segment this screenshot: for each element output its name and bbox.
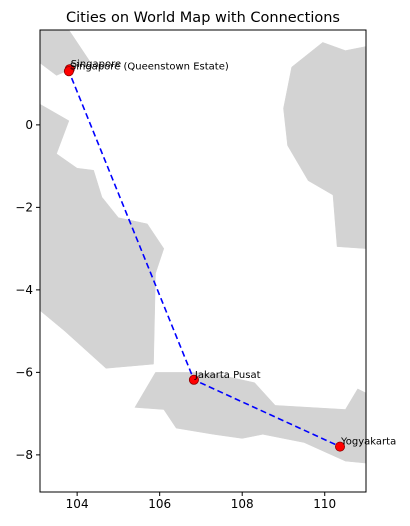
city-point-1 bbox=[63, 66, 74, 77]
y-tick-label-0: 0 bbox=[25, 118, 33, 132]
land-layer bbox=[40, 30, 366, 464]
x-tick-label-0: 104 bbox=[66, 497, 89, 511]
city-point-3 bbox=[335, 441, 346, 452]
x-tick-label-1: 106 bbox=[148, 497, 171, 511]
x-tick-label-2: 108 bbox=[231, 497, 254, 511]
land-polygon-1 bbox=[40, 103, 165, 369]
y-axis: 0 −2 −4 −6 −8 bbox=[15, 118, 40, 462]
x-axis: 104 106 108 110 bbox=[66, 492, 336, 511]
plot-frame bbox=[39, 29, 367, 493]
y-tick-label-2: −4 bbox=[15, 283, 33, 297]
city-label-2: Jakarta Pusat bbox=[194, 370, 261, 381]
points-layer bbox=[63, 64, 346, 452]
chart-title: Cities on World Map with Connections bbox=[66, 10, 340, 26]
city-label-3: Yogyakarta bbox=[340, 437, 396, 448]
land-polygon-2 bbox=[283, 42, 366, 249]
y-tick-label-1: −2 bbox=[15, 200, 33, 214]
y-tick-label-3: −6 bbox=[15, 365, 33, 379]
city-label-0: Singapore bbox=[71, 59, 121, 70]
x-tick-label-3: 110 bbox=[313, 497, 336, 511]
city-point-2 bbox=[188, 374, 199, 385]
land-polygon-3 bbox=[134, 372, 366, 464]
city-label-1: Singapore (Queenstown Estate) bbox=[70, 61, 229, 72]
y-tick-label-4: −8 bbox=[15, 448, 33, 462]
